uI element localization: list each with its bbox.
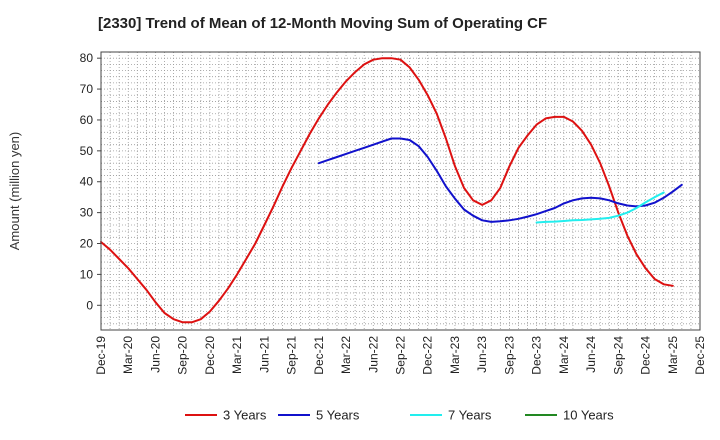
y-axis-label: Amount (million yen) bbox=[7, 132, 22, 251]
plot-frame bbox=[100, 51, 701, 331]
y-tick-labels: 0 10 20 30 40 50 60 70 80 bbox=[80, 51, 101, 312]
x-tick-label: Dec-24 bbox=[639, 336, 653, 375]
y-tick-label: 80 bbox=[80, 51, 94, 65]
x-tick-label: Mar-20 bbox=[121, 336, 135, 374]
x-tick-label: Jun-20 bbox=[148, 336, 162, 373]
x-tick-label: Jun-23 bbox=[475, 336, 489, 373]
x-tick-label: Sep-22 bbox=[394, 336, 408, 375]
x-tick-label: Mar-25 bbox=[666, 336, 680, 374]
legend-label: 3 Years bbox=[223, 408, 267, 423]
x-tick-label: Dec-20 bbox=[203, 336, 217, 375]
y-tick-label: 40 bbox=[80, 175, 94, 189]
x-tick-label: Dec-22 bbox=[421, 336, 435, 375]
x-tick-label: Dec-25 bbox=[693, 336, 707, 375]
x-tick-label: Mar-23 bbox=[448, 336, 462, 374]
legend-label: 7 Years bbox=[448, 408, 492, 423]
x-tick-label: Mar-21 bbox=[230, 336, 244, 374]
x-tick-label: Dec-23 bbox=[530, 336, 544, 375]
x-tick-label: Dec-21 bbox=[312, 336, 326, 375]
x-tick-label: Dec-19 bbox=[94, 336, 108, 375]
legend-label: 10 Years bbox=[563, 408, 614, 423]
x-tick-label: Mar-22 bbox=[339, 336, 353, 374]
legend: 3 Years 5 Years 7 Years 10 Years bbox=[185, 408, 614, 423]
chart-title: [2330] Trend of Mean of 12-Month Moving … bbox=[98, 15, 547, 32]
x-tick-label: Sep-21 bbox=[285, 336, 299, 375]
x-tick-label: Jun-22 bbox=[366, 336, 380, 373]
x-tick-labels: Dec-19 Mar-20 Jun-20 Sep-20 Dec-20 Mar-21 Jun-… bbox=[94, 336, 707, 375]
x-tick-label: Mar-24 bbox=[557, 336, 571, 374]
legend-label: 5 Years bbox=[316, 408, 360, 423]
x-tick-label: Sep-23 bbox=[502, 336, 516, 375]
x-tick-label: Sep-20 bbox=[176, 336, 190, 375]
x-tick-label: Jun-21 bbox=[257, 336, 271, 373]
series-layer bbox=[100, 57, 683, 324]
y-tick-label: 20 bbox=[80, 237, 94, 251]
x-tick-label: Sep-24 bbox=[611, 336, 625, 375]
series-line-5-years bbox=[317, 137, 683, 223]
series-line-7-years bbox=[535, 191, 665, 224]
y-tick-label: 10 bbox=[80, 267, 94, 281]
y-tick-label: 60 bbox=[80, 113, 94, 127]
y-tick-label: 50 bbox=[80, 144, 94, 158]
grid bbox=[101, 52, 700, 330]
y-tick-label: 0 bbox=[86, 298, 93, 312]
y-tick-label: 70 bbox=[80, 82, 94, 96]
x-tick-label: Jun-24 bbox=[584, 336, 598, 373]
y-tick-label: 30 bbox=[80, 206, 94, 220]
series-line-3-years bbox=[100, 57, 674, 324]
